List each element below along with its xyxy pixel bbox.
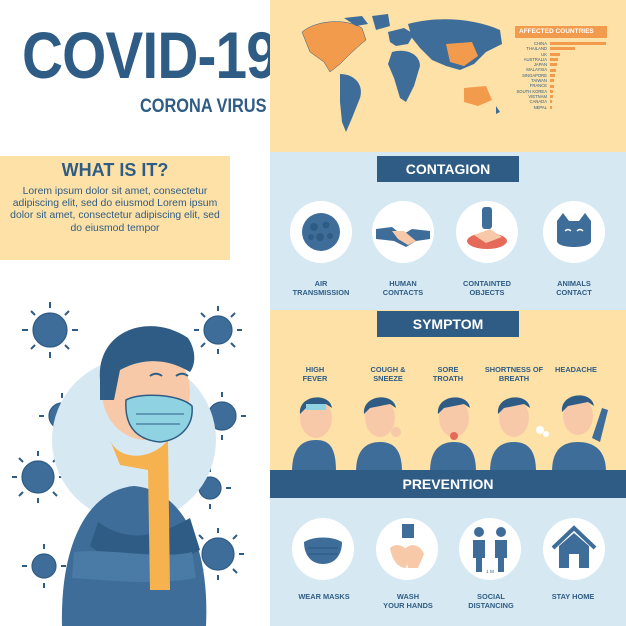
affected-country-name: FRANCE — [529, 83, 547, 89]
what-is-it-body: Lorem ipsum dolor sit amet, consectetur … — [10, 186, 220, 234]
affected-country-name: SINGAPORE — [522, 72, 547, 78]
affected-country-name: AUSTRALIA — [523, 56, 547, 62]
symptom-label-sore-throat: SORE TROATH — [432, 365, 464, 383]
house-icon — [543, 518, 605, 580]
cat-icon — [543, 201, 605, 263]
sore-throat-person-icon — [430, 397, 476, 472]
what-is-it-box — [0, 156, 230, 260]
social-distancing-icon — [459, 518, 521, 580]
affected-country-name: CHINA — [533, 41, 547, 46]
affected-country-name: NEPAL — [533, 104, 547, 110]
symptom-label-headache: HEADACHE — [555, 365, 597, 374]
what-is-it-title: WHAT IS IT? — [61, 160, 169, 180]
prevention-label-masks: WEAR MASKS — [298, 592, 350, 601]
affected-countries-list: CHINA THAILAND UK AUSTRALIA JAPAN MALAYSIA SIN… — [509, 41, 609, 110]
affected-country-bar — [550, 105, 552, 109]
contagion-label-human: HUMAN CONTACTS — [382, 279, 424, 297]
contagion-heading: CONTAGION — [377, 156, 519, 182]
symptom-label-cough: COUGH & SNEEZE — [370, 365, 406, 383]
air-transmission-icon — [290, 201, 352, 263]
distance-note: 1 M — [486, 569, 494, 574]
affected-country-bar — [550, 84, 554, 88]
affected-country-name: JAPAN — [533, 62, 547, 68]
wash-hands-icon — [376, 518, 438, 580]
affected-country-row: THAILAND — [509, 46, 609, 51]
page-title: COVID-19 — [22, 18, 278, 92]
affected-country-row: SINGAPORE — [509, 73, 609, 78]
affected-country-row: NEPAL — [509, 105, 609, 110]
prevention-label-wash: WASH YOUR HANDS — [383, 592, 433, 610]
headache-person-icon — [552, 395, 608, 472]
affected-country-row: JAPAN — [509, 62, 609, 67]
handshake-icon — [372, 201, 434, 263]
affected-country-row: CHINA — [509, 41, 609, 46]
world-map — [301, 14, 502, 132]
affected-country-name: THAILAND — [526, 46, 547, 52]
affected-country-name: TAIWAN — [531, 78, 547, 84]
cough-person-icon — [356, 397, 402, 472]
contagion-label-objects: CONTAINTED OBJECTS — [463, 279, 511, 297]
page-subtitle: CORONA VIRUS — [140, 96, 267, 117]
prevention-heading: PREVENTION — [270, 470, 626, 498]
symptom-figures — [292, 395, 608, 472]
affected-country-bar — [550, 73, 556, 77]
contagion-label-animals: ANIMALS CONTACT — [556, 279, 592, 297]
affected-country-bar — [550, 47, 576, 51]
affected-country-bar — [550, 68, 556, 72]
affected-country-bar — [550, 63, 557, 67]
affected-country-row: AUSTRALIA — [509, 57, 609, 62]
contagion-label-air: AIR TRANSMISSION — [292, 279, 350, 297]
affected-country-bar — [550, 79, 555, 83]
affected-country-row: SOUTH KOREA — [509, 89, 609, 94]
affected-country-row: CANADA — [509, 99, 609, 104]
contaminated-objects-icon — [456, 201, 518, 263]
affected-country-row: VIETNAM — [509, 94, 609, 99]
affected-country-bar — [550, 89, 554, 93]
sick-man-illustration — [12, 302, 246, 626]
fever-person-icon — [292, 397, 336, 472]
affected-country-name: MALAYSIA — [526, 67, 547, 73]
prevention-label-home: STAY HOME — [551, 592, 595, 601]
affected-countries-legend-title: AFFECTED COUNTRIES — [515, 26, 607, 38]
affected-country-bar — [550, 100, 553, 104]
affected-country-row: FRANCE — [509, 83, 609, 88]
affected-country-name: CANADA — [529, 99, 547, 105]
prevention-label-distancing: SOCIAL DISTANCING — [468, 592, 514, 610]
affected-country-name: UK — [541, 51, 547, 57]
affected-country-row: TAIWAN — [509, 78, 609, 83]
symptom-label-fever: HIGH FEVER — [302, 365, 328, 383]
affected-country-bar — [550, 42, 606, 46]
symptom-heading: SYMPTOM — [377, 311, 519, 337]
affected-country-name: SOUTH KOREA — [516, 88, 547, 94]
affected-country-row: MALAYSIA — [509, 67, 609, 72]
affected-country-bar — [550, 95, 553, 99]
affected-country-bar — [550, 58, 558, 62]
breath-person-icon — [490, 397, 549, 472]
mask-icon — [292, 518, 354, 580]
symptom-label-breath: SHORTNESS OF BREATH — [484, 365, 544, 383]
affected-country-row: UK — [509, 52, 609, 57]
affected-country-bar — [550, 52, 561, 56]
affected-country-name: VIETNAM — [528, 93, 547, 99]
